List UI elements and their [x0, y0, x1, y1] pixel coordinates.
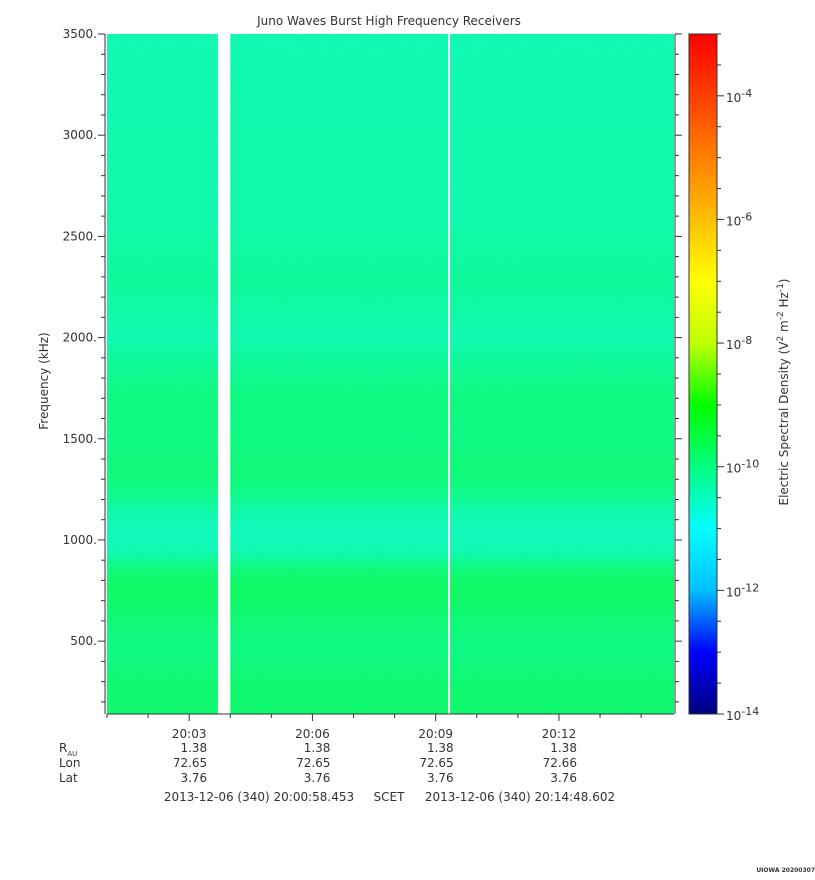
ephemeris-table: RAULonLat1.3872.653.761.3872.653.761.387… [59, 741, 577, 785]
ephemeris-value: 3.76 [427, 771, 454, 785]
colorbar-tick-label: 10-12 [726, 581, 759, 599]
ephemeris-value: 72.66 [543, 756, 577, 770]
data-gap-1 [217, 34, 231, 714]
y-tick-label: 3000. [63, 128, 97, 142]
colorbar-tick-label: 10-6 [726, 210, 752, 228]
colorbar-label: Electric Spectral Density (V2 m-2 Hz-1) [776, 278, 791, 505]
ephemeris-value: 72.65 [419, 756, 453, 770]
start-time: 2013-12-06 (340) 20:00:58.453 [164, 790, 354, 804]
x-tick-label: 20:09 [418, 727, 453, 741]
x-tick-label: 20:12 [542, 727, 577, 741]
end-time: 2013-12-06 (340) 20:14:48.602 [425, 790, 615, 804]
colorbar-ramp [688, 33, 718, 715]
colorbar-tick-label: 10-8 [726, 334, 752, 352]
y-tick-label: 1000. [63, 533, 97, 547]
colorbar-tick-label: 10-10 [726, 458, 759, 476]
y-tick-label: 2000. [63, 331, 97, 345]
colorbar-tick-label: 10-4 [726, 87, 752, 105]
y-axis-label: Frequency (kHz) [37, 332, 51, 429]
ephemeris-value: 3.76 [180, 771, 207, 785]
y-tick-label: 1500. [63, 432, 97, 446]
y-tick-label: 2500. [63, 229, 97, 243]
time-range-footer: 2013-12-06 (340) 20:00:58.453 SCET 2013-… [164, 790, 615, 804]
ephemeris-row-label: Lat [59, 771, 78, 785]
ephemeris-value: 3.76 [304, 771, 331, 785]
ephemeris-value: 3.76 [550, 771, 577, 785]
y-tick-label: 3500. [63, 27, 97, 41]
ephemeris-value: 1.38 [550, 741, 577, 755]
plot-area [107, 34, 674, 714]
ephemeris-row-label: Lon [59, 756, 80, 770]
source-stamp: UIOWA 20200307 [756, 867, 815, 874]
ephemeris-value: 1.38 [427, 741, 454, 755]
chart-title: Juno Waves Burst High Frequency Receiver… [256, 14, 521, 28]
x-tick-label: 20:06 [295, 727, 330, 741]
time-system-label: SCET [374, 790, 406, 804]
colorbar: 10-4 10-6 10-8 10-10 10-12 10-14 [688, 33, 759, 723]
x-axis: 20:03 20:06 20:09 20:12 [106, 713, 674, 741]
ephemeris-value: 1.38 [304, 741, 331, 755]
spectrogram-noise [107, 34, 674, 714]
ephemeris-row-label: RAU [59, 741, 77, 758]
ephemeris-value: 72.65 [296, 756, 330, 770]
data-gap-2 [448, 34, 451, 714]
ephemeris-value: 1.38 [180, 741, 207, 755]
x-tick-label: 20:03 [172, 727, 207, 741]
colorbar-tick-label: 10-14 [726, 705, 759, 723]
ephemeris-value: 72.65 [173, 756, 207, 770]
y-axis: 500. 1000. 1500. 2000. 2500. 3000. 3500. [63, 27, 682, 714]
y-tick-label: 500. [70, 634, 97, 648]
